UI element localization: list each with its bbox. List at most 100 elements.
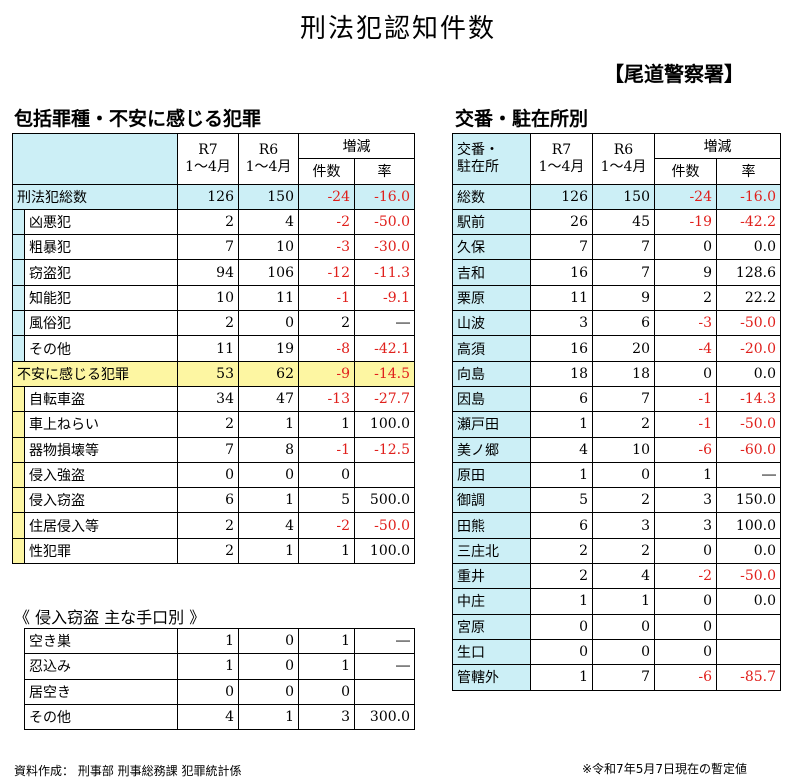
table-row: 管轄外 1 7 -6 -85.7 [452, 664, 781, 691]
cell-diff: -8 [298, 335, 355, 362]
cell-r6: 0 [592, 461, 655, 489]
table-row: 器物損壊等 7 8 -1 -12.5 [12, 436, 415, 463]
cell-r6: 20 [592, 335, 655, 362]
cell-r6: 1 [238, 411, 299, 438]
cell-r7: 4 [177, 703, 239, 731]
provisional-note: ※令和7年5月7日現在の暫定値 [582, 762, 747, 776]
cell-rate: -85.7 [716, 664, 781, 691]
row-label: 自転車盗 [24, 385, 178, 413]
cell-diff: 0 [298, 461, 355, 489]
table-row: 三庄北 2 2 0 0.0 [452, 537, 781, 565]
row-label: 忍込み [24, 653, 178, 680]
cell-r7: 6 [530, 512, 593, 539]
cell-r7: 10 [177, 284, 239, 312]
cell-rate: -42.1 [354, 335, 415, 362]
cell-diff: 3 [298, 703, 355, 731]
cell-r6: 4 [592, 563, 655, 590]
cell-r6: 4 [238, 208, 299, 236]
row-label: 向島 [452, 360, 531, 387]
cell-diff: -3 [654, 310, 717, 337]
cell-r6: 18 [592, 360, 655, 387]
cell-r7: 0 [177, 461, 239, 489]
cell-r7: 94 [177, 259, 239, 286]
table-row: 原田 1 0 1 ― [452, 461, 781, 489]
cell-rate: -50.0 [716, 563, 781, 590]
cell-r7: 1 [530, 588, 593, 615]
cell-r7: 26 [530, 208, 593, 236]
station-name: 【尾道警察署】 [604, 62, 744, 86]
r6-header: R6 1～4月 [238, 133, 299, 185]
row-label: 中庄 [452, 588, 531, 615]
table-row: 高須 16 20 -4 -20.0 [452, 335, 781, 362]
cell-r6: 62 [238, 360, 299, 387]
cell-r7: 4 [530, 436, 593, 463]
cell-diff: -13 [298, 385, 355, 413]
cell-r7: 53 [177, 360, 239, 387]
cell-diff: 3 [654, 487, 717, 514]
cell-diff: 3 [654, 512, 717, 539]
cell-r7: 7 [177, 234, 239, 261]
row-label: 侵入窃盗 [24, 487, 178, 514]
cell-rate: 100.0 [354, 537, 415, 565]
table-row: 美ノ郷 4 10 -6 -60.0 [452, 436, 781, 463]
cell-rate: 0.0 [716, 537, 781, 565]
row-label: 栗原 [452, 284, 531, 312]
row-label: 駅前 [452, 208, 531, 236]
cell-r7: 34 [177, 385, 239, 413]
cell-r6: 2 [592, 537, 655, 565]
cell-r6: 47 [238, 385, 299, 413]
row-label: 山波 [452, 310, 531, 337]
table-row: その他 11 19 -8 -42.1 [12, 335, 415, 362]
table-row: 不安に感じる犯罪 53 62 -9 -14.5 [12, 360, 415, 387]
row-label: 刑法犯総数 [12, 183, 178, 210]
cell-rate: -50.0 [716, 310, 781, 337]
table-row: 風俗犯 2 0 2 ― [12, 310, 415, 337]
row-indent [12, 461, 25, 489]
cell-diff: -19 [654, 208, 717, 236]
cell-rate: ― [354, 627, 415, 655]
rate-header: 率 [354, 158, 415, 185]
cell-r7: 2 [177, 537, 239, 565]
cell-rate: 150.0 [716, 487, 781, 514]
row-label: 侵入強盗 [24, 461, 178, 489]
row-label: 美ノ郷 [452, 436, 531, 463]
table-row: 粗暴犯 7 10 -3 -30.0 [12, 234, 415, 261]
row-label: 重井 [452, 563, 531, 590]
row-label: 粗暴犯 [24, 234, 178, 261]
cell-rate: 128.6 [716, 259, 781, 286]
cell-r7: 2 [177, 411, 239, 438]
cell-r7: 1 [530, 461, 593, 489]
cell-r7: 0 [530, 638, 593, 666]
cell-rate: -20.0 [716, 335, 781, 362]
table-row: 侵入強盗 0 0 0 [12, 461, 415, 489]
cell-r7: 3 [530, 310, 593, 337]
row-label: 居空き [24, 678, 178, 705]
row-label: 車上ねらい [24, 411, 178, 438]
cell-rate [716, 613, 781, 640]
table-row: 凶悪犯 2 4 -2 -50.0 [12, 208, 415, 236]
row-label: 風俗犯 [24, 310, 178, 337]
row-indent [12, 284, 25, 312]
cell-rate: 500.0 [354, 487, 415, 514]
table-row: 駅前 26 45 -19 -42.2 [452, 208, 781, 236]
row-label: 瀬戸田 [452, 411, 531, 438]
table-row: 重井 2 4 -2 -50.0 [452, 563, 781, 590]
cell-r7: 2 [530, 537, 593, 565]
cell-diff: 0 [298, 678, 355, 705]
cell-rate: -50.0 [716, 411, 781, 438]
cell-diff: 9 [654, 259, 717, 286]
right-section-title: 交番・駐在所別 [455, 108, 589, 130]
cell-diff: 0 [654, 613, 717, 640]
table-row: 性犯罪 2 1 1 100.0 [12, 537, 415, 565]
cell-r6: 3 [592, 512, 655, 539]
cell-r6: 7 [592, 385, 655, 413]
cell-rate: -42.2 [716, 208, 781, 236]
page-title: 刑法犯認知件数 [299, 14, 496, 44]
row-label: 高須 [452, 335, 531, 362]
cell-diff: 0 [654, 360, 717, 387]
burglary-method-table: 空き巣 1 0 1 ― 忍込み 1 0 1 ― 居空き 0 0 0 その他 4 1 3 300.0 [24, 627, 415, 731]
cell-rate: -16.0 [716, 183, 781, 210]
cell-diff: 1 [298, 411, 355, 438]
cell-r6: 0 [238, 310, 299, 337]
cell-rate: -9.1 [354, 284, 415, 312]
